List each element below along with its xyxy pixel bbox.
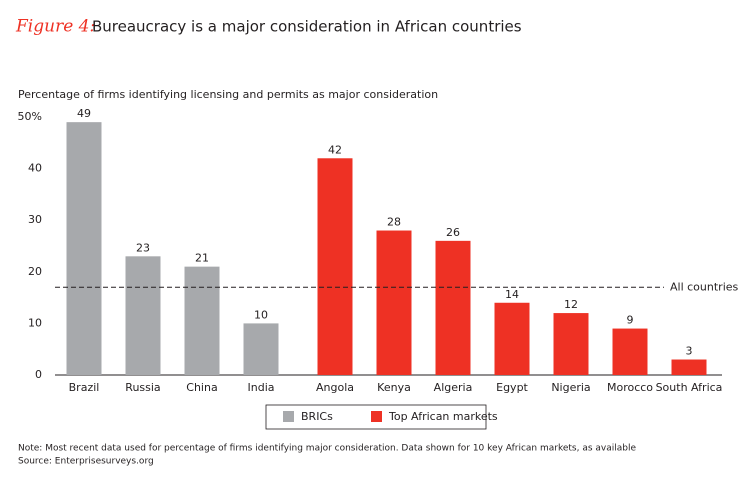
bar [243, 323, 279, 375]
x-tick-label: South Africa [656, 381, 723, 394]
y-tick-label: 20 [28, 265, 42, 278]
x-tick-label: Brazil [69, 381, 100, 394]
bar [553, 313, 589, 375]
bar [494, 302, 530, 375]
x-tick-label: Kenya [377, 381, 411, 394]
legend-label: BRICs [301, 410, 333, 423]
x-tick-label: Algeria [434, 381, 473, 394]
x-tick-label: China [186, 381, 217, 394]
data-label: 26 [446, 226, 460, 239]
legend-box [265, 404, 487, 430]
x-tick-label: Egypt [496, 381, 528, 394]
y-tick-label: 30 [28, 213, 42, 226]
data-label: 28 [387, 216, 401, 229]
bar [125, 256, 161, 375]
y-tick-label: 0 [35, 368, 42, 381]
legend-label: Top African markets [388, 410, 498, 423]
data-label: 49 [77, 107, 91, 120]
bar [317, 158, 353, 375]
x-tick-label: Nigeria [551, 381, 590, 394]
x-tick-label: Angola [316, 381, 354, 394]
data-label: 3 [686, 345, 693, 358]
chart-title: Bureaucracy is a major consideration in … [92, 18, 522, 36]
data-label: 14 [505, 288, 519, 301]
note: Note: Most recent data used for percenta… [18, 444, 636, 454]
data-label: 21 [195, 252, 209, 265]
y-tick-label: 10 [28, 316, 42, 329]
bar [671, 359, 707, 375]
data-label: 12 [564, 298, 578, 311]
legend-swatch [371, 411, 382, 422]
data-label: 23 [136, 241, 150, 254]
x-tick-label: Morocco [607, 381, 653, 394]
data-label: 42 [328, 143, 342, 156]
legend-swatch [283, 411, 294, 422]
data-label: 9 [627, 314, 634, 327]
bar [66, 122, 102, 375]
bar [612, 328, 648, 375]
x-tick-label: India [248, 381, 275, 394]
x-tick-label: Russia [125, 381, 160, 394]
bar [435, 240, 471, 375]
subtitle: Percentage of firms identifying licensin… [18, 88, 438, 101]
figure-label: Figure 4: [15, 17, 95, 37]
bar [184, 266, 220, 375]
bar [376, 230, 412, 375]
y-tick-label: 50% [18, 110, 42, 123]
data-label: 10 [254, 308, 268, 321]
y-tick-label: 40 [28, 162, 42, 175]
source: Source: Enterprisesurveys.org [18, 457, 154, 467]
reference-label: All countries [670, 280, 739, 293]
